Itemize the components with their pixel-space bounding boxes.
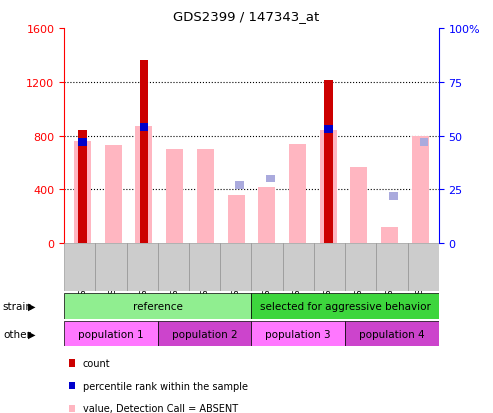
Text: population 2: population 2 [172,329,238,339]
Text: strain: strain [2,301,33,311]
Bar [136,127,152,244]
Text: selected for aggressive behavior: selected for aggressive behavior [260,301,430,311]
Bar [389,192,398,200]
Bar [266,176,275,183]
Bar [228,195,245,244]
Bar [64,244,95,291]
Bar [258,188,275,244]
Bar [140,61,148,244]
Bar [69,359,75,367]
Bar [381,228,398,244]
Text: population 1: population 1 [78,329,144,339]
Text: population 3: population 3 [265,329,331,339]
Bar [282,244,314,291]
Bar [351,167,367,244]
Bar [197,150,214,244]
Bar [74,142,91,244]
Text: ▶: ▶ [28,301,35,311]
Bar [345,244,376,291]
Bar [251,244,282,291]
Bar [314,244,345,291]
Bar [289,145,306,244]
Bar [408,244,439,291]
Bar [345,321,439,347]
Text: percentile rank within the sample: percentile rank within the sample [83,381,247,391]
Bar [166,150,183,244]
Bar [140,124,148,131]
Bar [251,293,439,319]
Bar [420,139,428,147]
Text: ▶: ▶ [28,329,35,339]
Bar [127,244,158,291]
Text: count: count [83,358,110,368]
Bar [78,131,87,244]
Bar [69,405,75,412]
Bar [78,139,87,147]
Bar [69,382,75,389]
Bar [251,321,345,347]
Text: value, Detection Call = ABSENT: value, Detection Call = ABSENT [83,404,238,413]
Bar [95,244,127,291]
Text: reference: reference [133,301,183,311]
Bar [220,244,251,291]
Bar [324,81,332,244]
Text: other: other [3,329,32,339]
Bar [64,293,251,319]
Bar [376,244,408,291]
Bar [105,146,122,244]
Bar [158,244,189,291]
Bar [412,136,429,244]
Text: GDS2399 / 147343_at: GDS2399 / 147343_at [174,10,319,23]
Bar [320,130,337,244]
Bar [64,321,158,347]
Bar [158,321,251,347]
Text: population 4: population 4 [359,329,425,339]
Bar [324,126,332,134]
Bar [236,182,244,190]
Bar [189,244,220,291]
